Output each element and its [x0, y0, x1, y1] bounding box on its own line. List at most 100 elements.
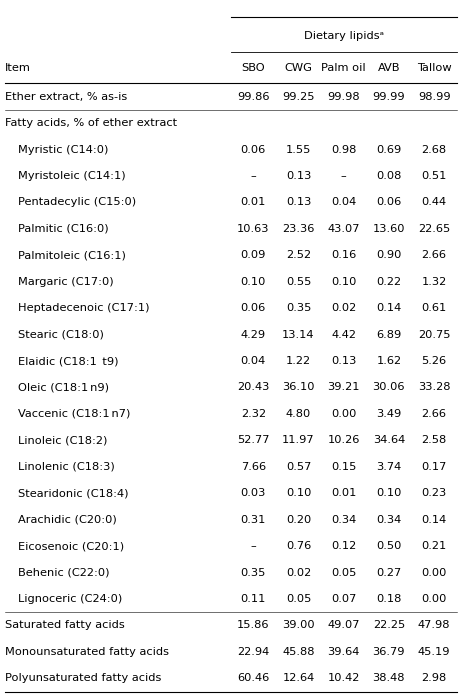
Text: 0.51: 0.51 — [421, 171, 447, 181]
Text: 0.34: 0.34 — [376, 515, 402, 525]
Text: 2.58: 2.58 — [421, 435, 447, 445]
Text: 15.86: 15.86 — [237, 621, 269, 630]
Text: 0.05: 0.05 — [331, 568, 356, 578]
Text: Vaccenic (C18:1 n7): Vaccenic (C18:1 n7) — [18, 409, 131, 419]
Text: 39.00: 39.00 — [282, 621, 315, 630]
Text: 4.29: 4.29 — [241, 329, 266, 340]
Text: –: – — [341, 171, 347, 181]
Text: Heptadecenoic (C17:1): Heptadecenoic (C17:1) — [18, 303, 150, 313]
Text: 60.46: 60.46 — [237, 673, 269, 683]
Text: 22.65: 22.65 — [418, 224, 450, 234]
Text: –: – — [250, 171, 256, 181]
Text: AVB: AVB — [378, 63, 400, 72]
Text: 0.06: 0.06 — [376, 197, 402, 207]
Text: CWG: CWG — [285, 63, 313, 72]
Text: 0.14: 0.14 — [376, 303, 402, 313]
Text: Linoleic (C18:2): Linoleic (C18:2) — [18, 435, 108, 445]
Text: 45.88: 45.88 — [282, 647, 315, 657]
Text: 20.75: 20.75 — [418, 329, 450, 340]
Text: 2.32: 2.32 — [241, 409, 266, 419]
Text: 0.13: 0.13 — [286, 171, 311, 181]
Text: 99.86: 99.86 — [237, 92, 269, 101]
Text: Lignoceric (C24:0): Lignoceric (C24:0) — [18, 594, 123, 604]
Text: 22.25: 22.25 — [373, 621, 405, 630]
Text: 0.23: 0.23 — [421, 488, 447, 498]
Text: Eicosenoic (C20:1): Eicosenoic (C20:1) — [18, 541, 124, 551]
Text: Palmitoleic (C16:1): Palmitoleic (C16:1) — [18, 250, 126, 260]
Text: 4.42: 4.42 — [331, 329, 356, 340]
Text: 4.80: 4.80 — [286, 409, 311, 419]
Text: 0.44: 0.44 — [421, 197, 447, 207]
Text: Oleic (C18:1 n9): Oleic (C18:1 n9) — [18, 382, 109, 393]
Text: 36.10: 36.10 — [282, 382, 315, 393]
Text: 33.28: 33.28 — [418, 382, 450, 393]
Text: 43.07: 43.07 — [327, 224, 360, 234]
Text: Polyunsaturated fatty acids: Polyunsaturated fatty acids — [5, 673, 161, 683]
Text: Linolenic (C18:3): Linolenic (C18:3) — [18, 461, 115, 472]
Text: 0.00: 0.00 — [421, 594, 447, 604]
Text: Stearidonic (C18:4): Stearidonic (C18:4) — [18, 488, 129, 498]
Text: 7.66: 7.66 — [241, 461, 266, 472]
Text: 22.94: 22.94 — [237, 647, 269, 657]
Text: 49.07: 49.07 — [327, 621, 360, 630]
Text: 99.25: 99.25 — [282, 92, 315, 101]
Text: 0.22: 0.22 — [376, 277, 402, 287]
Text: Margaric (C17:0): Margaric (C17:0) — [18, 277, 114, 287]
Text: Arachidic (C20:0): Arachidic (C20:0) — [18, 515, 117, 525]
Text: 99.98: 99.98 — [327, 92, 360, 101]
Text: 45.19: 45.19 — [418, 647, 450, 657]
Text: 0.10: 0.10 — [241, 277, 266, 287]
Text: 0.09: 0.09 — [241, 250, 266, 260]
Text: 0.10: 0.10 — [331, 277, 356, 287]
Text: 1.22: 1.22 — [286, 356, 311, 366]
Text: Pentadecylic (C15:0): Pentadecylic (C15:0) — [18, 197, 136, 207]
Text: 0.27: 0.27 — [376, 568, 402, 578]
Text: SBO: SBO — [241, 63, 265, 72]
Text: 11.97: 11.97 — [282, 435, 315, 445]
Text: 0.02: 0.02 — [331, 303, 356, 313]
Text: 0.07: 0.07 — [331, 594, 356, 604]
Text: Myristic (C14:0): Myristic (C14:0) — [18, 145, 109, 154]
Text: 12.64: 12.64 — [282, 673, 314, 683]
Text: Palm oil: Palm oil — [321, 63, 366, 72]
Text: 0.11: 0.11 — [241, 594, 266, 604]
Text: 1.32: 1.32 — [421, 277, 447, 287]
Text: 2.66: 2.66 — [422, 250, 447, 260]
Text: 0.04: 0.04 — [241, 356, 266, 366]
Text: 0.10: 0.10 — [286, 488, 311, 498]
Text: 0.98: 0.98 — [331, 145, 356, 154]
Text: 0.00: 0.00 — [331, 409, 356, 419]
Text: 0.35: 0.35 — [241, 568, 266, 578]
Text: 0.35: 0.35 — [286, 303, 311, 313]
Text: 34.64: 34.64 — [373, 435, 405, 445]
Text: 0.34: 0.34 — [331, 515, 356, 525]
Text: 13.60: 13.60 — [373, 224, 405, 234]
Text: 2.66: 2.66 — [422, 409, 447, 419]
Text: 23.36: 23.36 — [282, 224, 315, 234]
Text: Behenic (C22:0): Behenic (C22:0) — [18, 568, 110, 578]
Text: 39.21: 39.21 — [327, 382, 360, 393]
Text: 47.98: 47.98 — [418, 621, 450, 630]
Text: Dietary lipidsᵃ: Dietary lipidsᵃ — [304, 31, 384, 41]
Text: Elaidic (C18:1  t9): Elaidic (C18:1 t9) — [18, 356, 119, 366]
Text: 0.90: 0.90 — [376, 250, 402, 260]
Text: 0.57: 0.57 — [286, 461, 311, 472]
Text: 0.08: 0.08 — [376, 171, 402, 181]
Text: 98.99: 98.99 — [418, 92, 450, 101]
Text: 0.06: 0.06 — [241, 145, 266, 154]
Text: 0.10: 0.10 — [376, 488, 402, 498]
Text: 0.03: 0.03 — [241, 488, 266, 498]
Text: Item: Item — [5, 63, 30, 72]
Text: 0.69: 0.69 — [376, 145, 402, 154]
Text: 0.01: 0.01 — [241, 197, 266, 207]
Text: 2.52: 2.52 — [286, 250, 311, 260]
Text: 20.43: 20.43 — [237, 382, 269, 393]
Text: 0.12: 0.12 — [331, 541, 356, 551]
Text: 38.48: 38.48 — [373, 673, 405, 683]
Text: 0.04: 0.04 — [331, 197, 356, 207]
Text: 10.63: 10.63 — [237, 224, 269, 234]
Text: 0.31: 0.31 — [241, 515, 266, 525]
Text: Stearic (C18:0): Stearic (C18:0) — [18, 329, 104, 340]
Text: Palmitic (C16:0): Palmitic (C16:0) — [18, 224, 109, 234]
Text: 0.17: 0.17 — [421, 461, 447, 472]
